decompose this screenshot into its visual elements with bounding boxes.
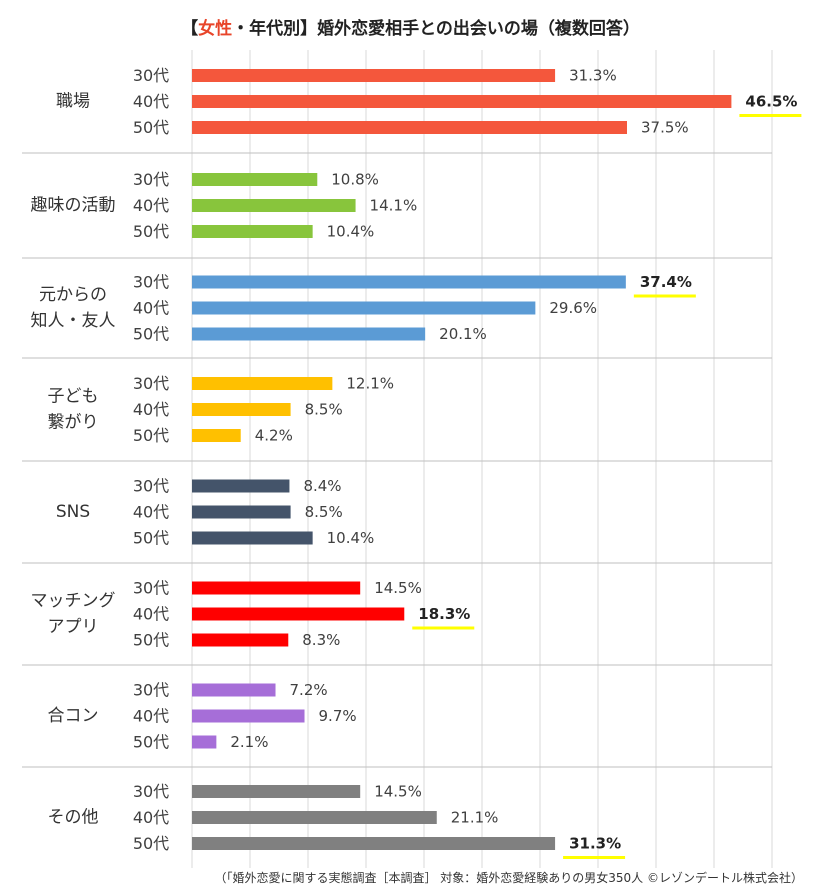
age-label: 50代 bbox=[133, 631, 169, 650]
bar bbox=[192, 837, 556, 850]
bar bbox=[192, 199, 356, 212]
source-note: （「婚外恋愛に関する実態調査［本調査］ 対象：婚外恋愛経験ありの男女350人 ©… bbox=[214, 871, 803, 885]
bar bbox=[192, 633, 289, 647]
bar bbox=[192, 173, 318, 186]
data-label: 2.1% bbox=[230, 733, 268, 751]
bar bbox=[192, 581, 361, 595]
age-label: 30代 bbox=[133, 170, 169, 189]
data-label: 31.3% bbox=[569, 67, 617, 85]
category-label: 職場 bbox=[56, 92, 90, 112]
age-label: 50代 bbox=[133, 834, 169, 853]
bar bbox=[192, 377, 333, 390]
data-label: 14.5% bbox=[374, 579, 422, 597]
bar bbox=[192, 429, 241, 442]
data-label: 21.1% bbox=[451, 809, 499, 827]
category-label: アプリ bbox=[48, 617, 99, 637]
bar bbox=[192, 69, 556, 82]
title-bracket: 【 bbox=[181, 19, 199, 39]
data-label: 9.7% bbox=[319, 707, 357, 725]
data-label: 8.5% bbox=[305, 401, 343, 419]
category-label: その他 bbox=[48, 808, 99, 828]
bar bbox=[192, 607, 405, 621]
age-label: 30代 bbox=[133, 477, 169, 496]
bar bbox=[192, 95, 732, 108]
age-label: 40代 bbox=[133, 196, 169, 215]
data-label: 4.2% bbox=[255, 427, 293, 445]
data-label: 18.3% bbox=[418, 605, 470, 623]
bar bbox=[192, 275, 626, 289]
data-label: 12.1% bbox=[346, 375, 394, 393]
data-label: 20.1% bbox=[439, 325, 487, 343]
bar bbox=[192, 683, 276, 697]
age-label: 30代 bbox=[133, 273, 169, 292]
bar bbox=[192, 479, 290, 493]
age-label: 50代 bbox=[133, 325, 169, 344]
bar bbox=[192, 709, 305, 723]
bar bbox=[192, 505, 291, 519]
category-label: 知人・友人 bbox=[31, 311, 116, 331]
data-label: 31.3% bbox=[569, 835, 621, 853]
age-label: 30代 bbox=[133, 579, 169, 598]
bar bbox=[192, 811, 437, 824]
age-label: 50代 bbox=[133, 733, 169, 752]
category-label: 趣味の活動 bbox=[31, 196, 116, 216]
bar bbox=[192, 225, 313, 238]
bar bbox=[192, 785, 361, 798]
data-label: 37.4% bbox=[640, 273, 692, 291]
title-highlight: 女性 bbox=[198, 19, 233, 39]
age-label: 40代 bbox=[133, 92, 169, 111]
category-label: SNS bbox=[56, 502, 90, 522]
age-label: 40代 bbox=[133, 808, 169, 827]
category-label: 元からの bbox=[39, 285, 107, 305]
category-label: 合コン bbox=[48, 706, 99, 726]
data-label: 14.1% bbox=[370, 197, 418, 215]
category-label: マッチング bbox=[31, 591, 116, 611]
age-label: 30代 bbox=[133, 66, 169, 85]
age-label: 40代 bbox=[133, 605, 169, 624]
age-label: 40代 bbox=[133, 707, 169, 726]
data-label: 46.5% bbox=[745, 93, 797, 111]
age-label: 50代 bbox=[133, 529, 169, 548]
age-label: 50代 bbox=[133, 426, 169, 445]
data-label: 10.8% bbox=[331, 171, 379, 189]
data-label: 10.4% bbox=[327, 529, 375, 547]
data-label: 7.2% bbox=[290, 681, 328, 699]
bar bbox=[192, 301, 536, 315]
data-label: 37.5% bbox=[641, 119, 689, 137]
bar bbox=[192, 735, 217, 749]
bar bbox=[192, 531, 313, 545]
data-label: 29.6% bbox=[549, 299, 597, 317]
data-label: 8.5% bbox=[305, 503, 343, 521]
bar bbox=[192, 403, 291, 416]
age-label: 50代 bbox=[133, 118, 169, 137]
chart-title: 【女性・年代別】婚外恋愛相手との出会いの場（複数回答） bbox=[0, 14, 821, 39]
age-label: 30代 bbox=[133, 782, 169, 801]
title-rest: ・年代別】婚外恋愛相手との出会いの場（複数回答） bbox=[232, 19, 640, 39]
bar bbox=[192, 327, 426, 341]
age-label: 50代 bbox=[133, 222, 169, 241]
age-label: 40代 bbox=[133, 400, 169, 419]
age-label: 40代 bbox=[133, 503, 169, 522]
category-label: 子ども bbox=[48, 387, 99, 407]
age-label: 40代 bbox=[133, 299, 169, 318]
bar bbox=[192, 121, 627, 134]
category-label: 繋がり bbox=[48, 413, 99, 433]
data-label: 10.4% bbox=[327, 223, 375, 241]
age-label: 30代 bbox=[133, 374, 169, 393]
data-label: 8.4% bbox=[303, 477, 341, 495]
data-label: 14.5% bbox=[374, 783, 422, 801]
data-label: 8.3% bbox=[302, 631, 340, 649]
age-label: 30代 bbox=[133, 681, 169, 700]
